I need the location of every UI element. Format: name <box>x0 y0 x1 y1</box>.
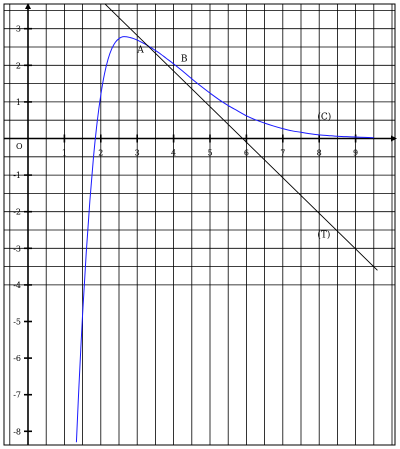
annotation-label: B <box>181 55 188 65</box>
y-tick-label: -8 <box>13 427 21 436</box>
curve-c <box>75 36 374 443</box>
annotation-label: A <box>136 45 144 55</box>
y-tick-label: -5 <box>13 318 21 327</box>
x-tick-label: 7 <box>280 149 285 158</box>
y-axis-arrow <box>25 3 31 9</box>
annotation-label: (T) <box>317 229 330 240</box>
axes <box>4 3 397 445</box>
x-tick-label: 1 <box>62 149 67 158</box>
x-tick-label: 6 <box>244 149 249 158</box>
x-tick-label: 8 <box>317 149 322 158</box>
grid <box>3 3 396 446</box>
y-tick-label: -3 <box>13 244 21 253</box>
grid-border <box>3 3 396 446</box>
y-tick-label: -7 <box>13 391 21 400</box>
origin-label: O <box>16 142 23 151</box>
curves <box>75 4 378 443</box>
labels: O 1 2 3 4 5 6 7 8 9 3 2 1 -1 -2 -3 -4 -5 -6 -7 -8 A B (C) (T) <box>13 25 358 437</box>
y-tick-label: 2 <box>16 61 21 70</box>
x-axis-arrow <box>391 135 397 142</box>
x-tick-label: 5 <box>207 149 212 158</box>
annotation-label: (C) <box>317 111 331 122</box>
x-tick-label: 2 <box>98 149 103 158</box>
y-tick-label: -2 <box>13 208 21 217</box>
y-tick-label: 1 <box>16 98 21 107</box>
y-tick-label: -1 <box>13 171 21 180</box>
ticks <box>24 27 357 433</box>
y-tick-label: -4 <box>13 281 21 290</box>
x-tick-label: 9 <box>353 149 358 158</box>
x-tick-label: 4 <box>171 149 176 158</box>
x-tick-label: 3 <box>135 149 140 158</box>
y-tick-label: -6 <box>13 354 21 363</box>
y-tick-label: 3 <box>16 25 21 34</box>
tangent-t <box>104 4 378 271</box>
